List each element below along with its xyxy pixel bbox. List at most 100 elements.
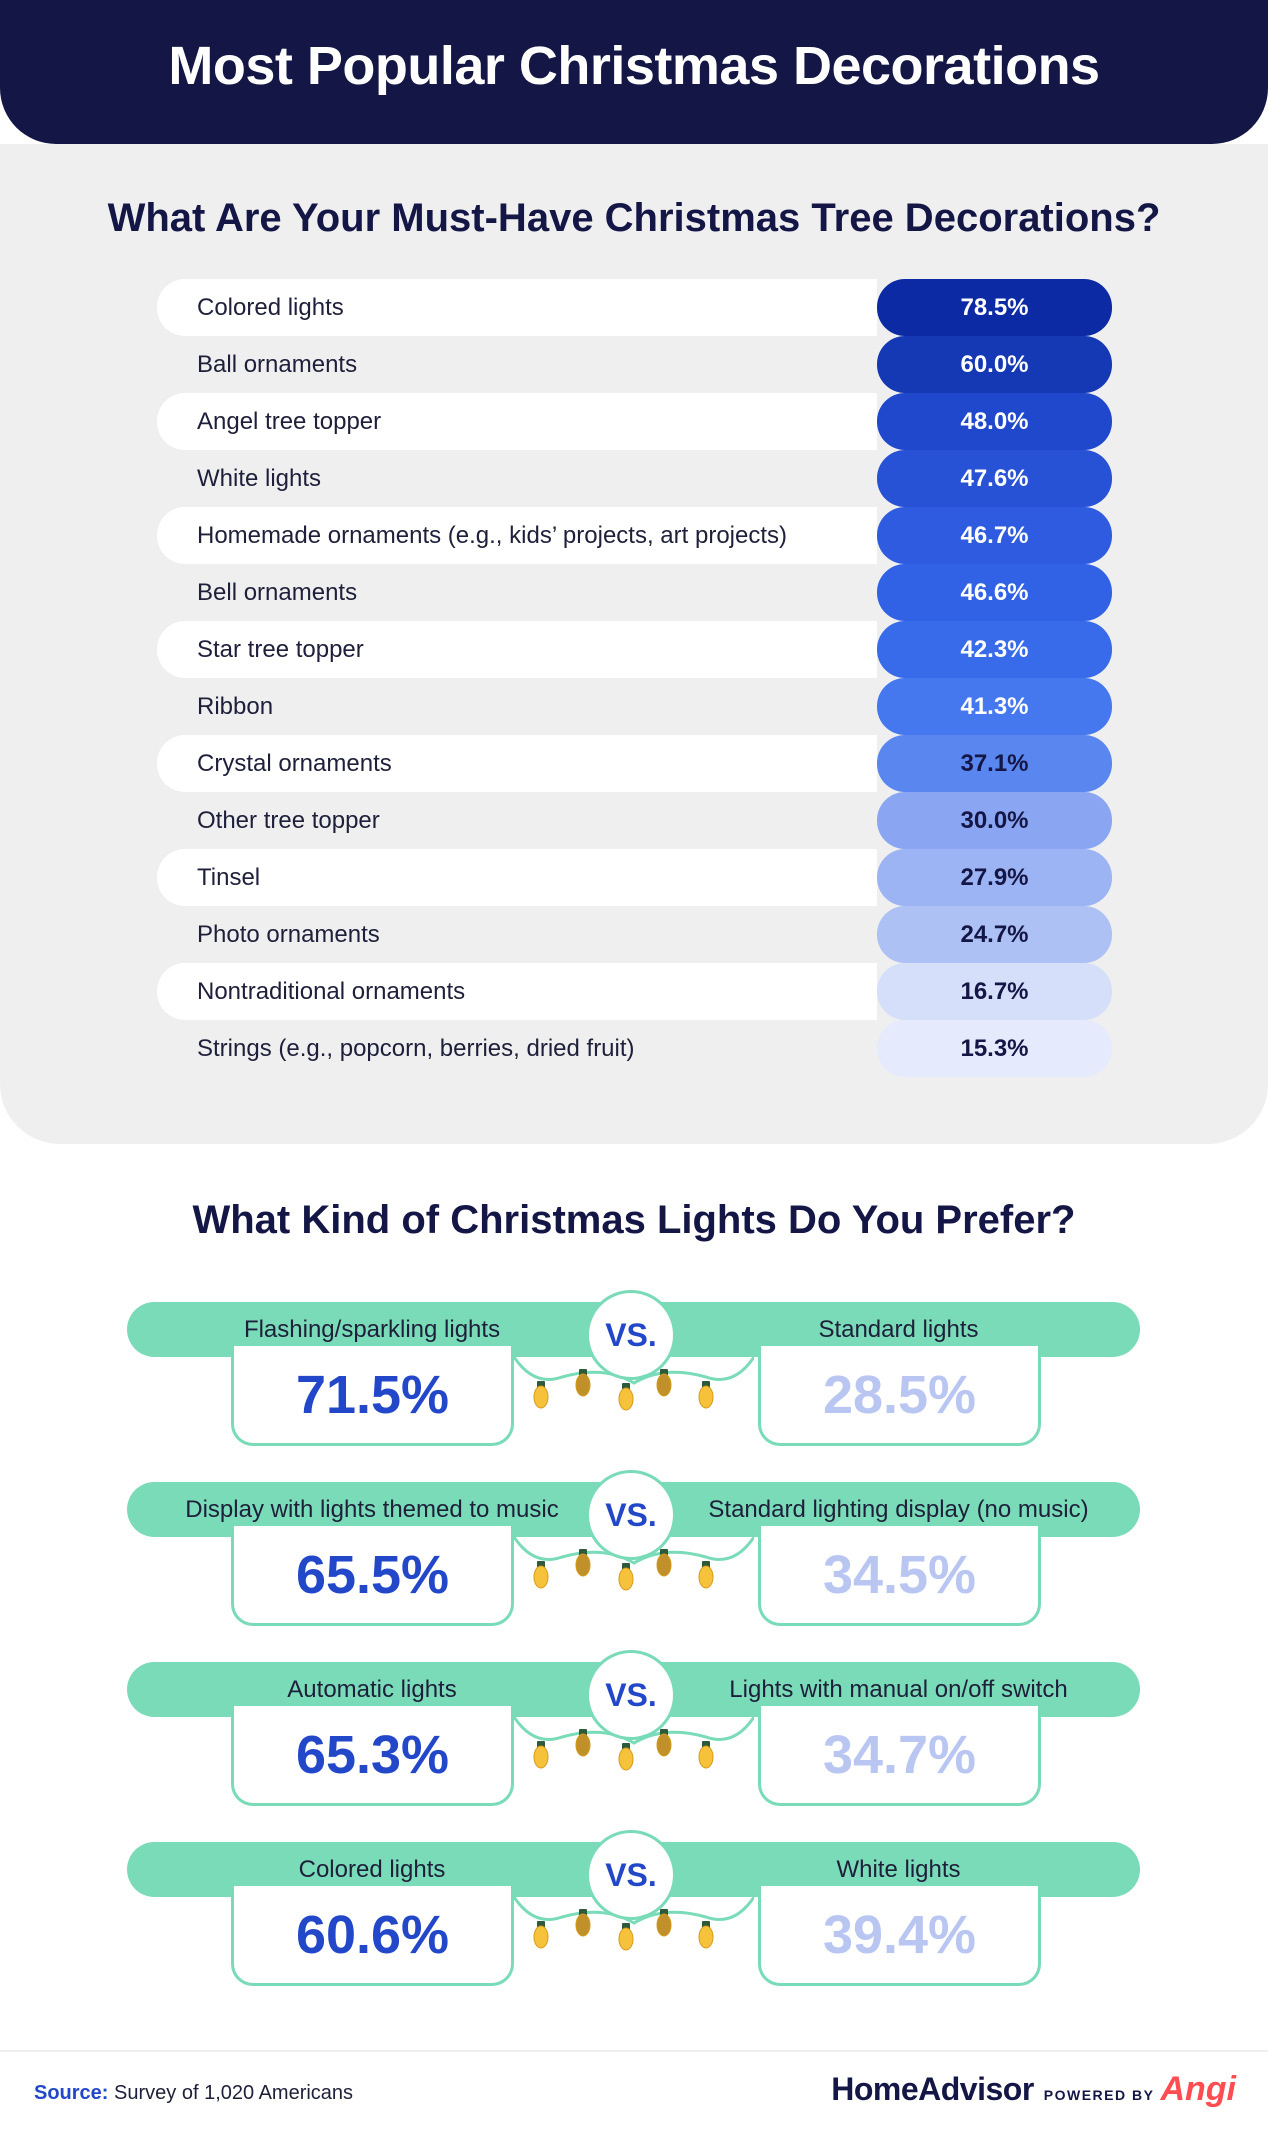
row-background [157,849,877,906]
bulb-icon [618,1563,634,1591]
string-lights-icon [514,1537,754,1591]
decoration-row: Colored lights 78.5% [157,279,1112,336]
category-label: Ball ornaments [197,350,358,378]
bulb-icon [656,1729,672,1757]
bulb-icon [698,1741,714,1769]
row-background [157,507,877,564]
right-option-value: 34.5% [758,1526,1041,1626]
bulb-icon [575,1369,591,1397]
bulb-icon [698,1561,714,1589]
right-option-value: 34.7% [758,1706,1041,1806]
bulb-icon [533,1921,549,1949]
footer-divider [0,2050,1268,2052]
right-option-value: 28.5% [758,1346,1041,1446]
comparison-pair: Automatic lights Lights with manual on/o… [127,1650,1140,1822]
bulb-icon [533,1561,549,1589]
category-label: Crystal ornaments [197,749,392,777]
decoration-row: Nontraditional ornaments 16.7% [157,963,1112,1020]
value-pill: 24.7% [877,906,1112,963]
row-background [157,735,877,792]
decoration-row: Photo ornaments 24.7% [157,906,1112,963]
left-option-value: 60.6% [231,1886,514,1986]
left-option-label: Colored lights [298,1855,446,1883]
row-background [157,279,877,336]
category-label: Other tree topper [197,806,380,834]
source-note: Source: Survey of 1,020 Americans [34,2082,353,2105]
vs-badge: VS. [586,1470,676,1560]
row-background [157,621,877,678]
category-label: Colored lights [197,293,344,321]
brand-name: HomeAdvisor [831,2071,1034,2107]
bulb-icon [618,1743,634,1771]
value-pill: 41.3% [877,678,1112,735]
right-option-label: Standard lighting display (no music) [708,1495,1089,1523]
decoration-row: Homemade ornaments (e.g., kids’ projects… [157,507,1112,564]
decoration-row: Angel tree topper 48.0% [157,393,1112,450]
value-pill: 30.0% [877,792,1112,849]
bulb-icon [656,1549,672,1577]
string-lights-icon [514,1357,754,1411]
category-label: Nontraditional ornaments [197,977,466,1005]
source-key: Source: [34,2082,109,2104]
angi-logo: Angi [1160,2070,1236,2108]
section2-title: What Kind of Christmas Lights Do You Pre… [192,1198,1076,1242]
section1-title: What Are Your Must-Have Christmas Tree D… [107,196,1161,240]
decoration-row: Strings (e.g., popcorn, berries, dried f… [157,1020,1112,1077]
bulb-icon [656,1369,672,1397]
left-option-value: 71.5% [231,1346,514,1446]
decoration-row: White lights 47.6% [157,450,1112,507]
value-pill: 27.9% [877,849,1112,906]
right-option-label: White lights [836,1855,961,1883]
decoration-row: Ball ornaments 60.0% [157,336,1112,393]
comparison-pair: Flashing/sparkling lights Standard light… [127,1290,1140,1462]
comparison-pair: Colored lights White lights 60.6% 39.4% … [127,1830,1140,2002]
left-option-value: 65.5% [231,1526,514,1626]
value-pill: 48.0% [877,393,1112,450]
bulb-icon [698,1921,714,1949]
bulb-icon [575,1729,591,1757]
value-pill: 37.1% [877,735,1112,792]
row-background [157,393,877,450]
row-background [157,963,877,1020]
vs-badge: VS. [586,1290,676,1380]
category-label: White lights [197,464,322,492]
bulb-icon [575,1909,591,1937]
value-pill: 46.7% [877,507,1112,564]
right-option-value: 39.4% [758,1886,1041,1986]
decoration-row: Bell ornaments 46.6% [157,564,1112,621]
header-banner: Most Popular Christmas Decorations [0,0,1268,144]
category-label: Tinsel [197,863,261,891]
string-lights-icon [514,1897,754,1951]
decoration-row: Star tree topper 42.3% [157,621,1112,678]
value-pill: 47.6% [877,450,1112,507]
string-lights-icon [514,1717,754,1771]
category-label: Star tree topper [197,635,364,663]
category-label: Homemade ornaments (e.g., kids’ projects… [197,521,788,549]
bulb-icon [698,1381,714,1409]
left-option-label: Automatic lights [287,1675,457,1703]
value-pill: 16.7% [877,963,1112,1020]
value-pill: 15.3% [877,1020,1112,1077]
bulb-icon [656,1909,672,1937]
source-text: Survey of 1,020 Americans [114,2082,354,2104]
decoration-row: Ribbon 41.3% [157,678,1112,735]
bulb-icon [618,1383,634,1411]
left-option-label: Display with lights themed to music [185,1495,559,1523]
category-label: Photo ornaments [197,920,380,948]
bulb-icon [533,1381,549,1409]
brand-logo: HomeAdvisor POWERED BY Angi [831,2070,1236,2109]
decoration-row: Crystal ornaments 37.1% [157,735,1112,792]
bulb-icon [533,1741,549,1769]
value-pill: 46.6% [877,564,1112,621]
category-label: Ribbon [197,692,274,720]
decoration-row: Tinsel 27.9% [157,849,1112,906]
comparison-pair: Display with lights themed to music Stan… [127,1470,1140,1642]
category-label: Bell ornaments [197,578,358,606]
bulb-icon [575,1549,591,1577]
right-option-label: Standard lights [818,1315,979,1343]
left-option-label: Flashing/sparkling lights [243,1315,501,1343]
bulb-icon [618,1923,634,1951]
powered-by: POWERED BY [1043,2087,1155,2103]
page-title: Most Popular Christmas Decorations [168,36,1100,96]
right-option-label: Lights with manual on/off switch [729,1675,1068,1703]
